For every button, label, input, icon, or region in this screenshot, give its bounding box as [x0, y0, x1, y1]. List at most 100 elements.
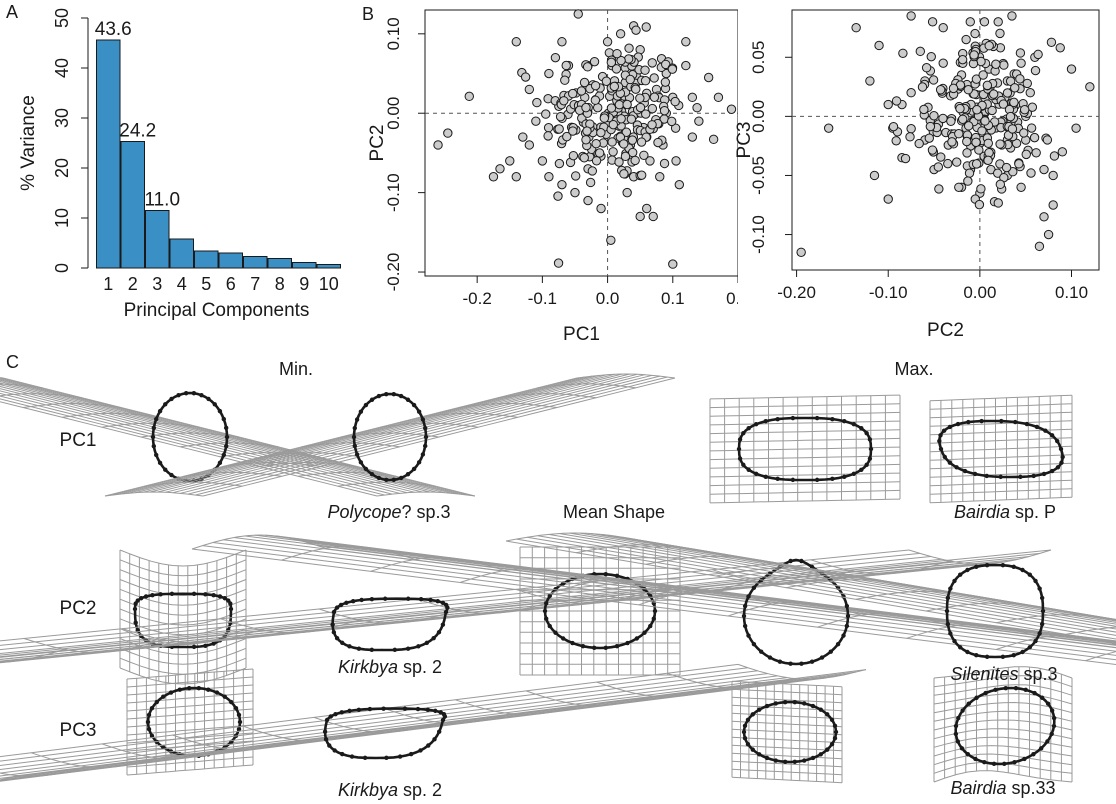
caption-pc3-min: Kirkbya sp. 2 — [338, 780, 442, 800]
scatter-point — [943, 158, 953, 169]
scatter-point — [687, 132, 698, 142]
scatter-point — [625, 74, 635, 85]
scatter-point — [891, 136, 901, 146]
x-tick-label: 10 — [319, 274, 339, 294]
scatter-point — [999, 60, 1009, 70]
x-axis-label: Principal Components — [124, 300, 310, 321]
scatter-point — [974, 145, 984, 155]
scatter-point — [938, 23, 948, 33]
scatter-point — [995, 179, 1006, 190]
scatter-point — [1016, 58, 1026, 68]
scatter-point — [692, 102, 702, 113]
scatter-point — [659, 105, 670, 116]
scatter-point — [560, 75, 570, 85]
scatter-point — [1021, 149, 1031, 160]
scatter-point — [531, 116, 541, 126]
scatter-point — [616, 114, 626, 124]
scatter-point — [608, 147, 618, 157]
scatter-point — [647, 120, 657, 130]
deformation-grid — [505, 532, 1116, 644]
scatter-point — [674, 179, 685, 190]
scatter-point — [924, 133, 934, 143]
scatter-point — [946, 116, 956, 126]
scatter-point — [582, 62, 593, 72]
panel-label-a: A — [6, 2, 19, 22]
scatter-point — [955, 103, 965, 114]
scatter-point — [631, 25, 641, 35]
scatter-point — [596, 127, 606, 138]
scatter-point — [993, 198, 1003, 208]
specimen-outline — [937, 418, 1065, 480]
scatter-point — [619, 169, 629, 179]
scatter-point — [1019, 105, 1030, 115]
bar — [145, 210, 170, 269]
scatter-point — [645, 156, 655, 166]
scatter-point — [612, 48, 622, 59]
scatter-point — [583, 195, 593, 206]
scatter-point — [505, 156, 515, 166]
scatter-point — [622, 187, 632, 198]
scatter-point — [1015, 48, 1026, 58]
scatter-point — [639, 150, 649, 160]
scatter-point — [983, 155, 993, 166]
scatter-point — [984, 41, 994, 51]
scatter-point — [544, 68, 554, 79]
scatter-point — [1057, 147, 1068, 157]
scatter-point — [649, 92, 660, 102]
scatter-point — [971, 74, 982, 84]
bar-value-label: 24.2 — [119, 121, 156, 142]
bar — [243, 256, 268, 269]
scatter-point — [642, 203, 652, 214]
scatter-point — [568, 150, 579, 161]
scatter-point — [919, 104, 929, 115]
x-tick-label: -0.1 — [528, 289, 557, 308]
scatter-point — [921, 63, 932, 73]
scatter-point — [553, 258, 564, 268]
scatter-point — [648, 211, 658, 222]
scatter-point — [851, 23, 861, 33]
scatter-point — [900, 153, 911, 164]
scatter-point — [914, 138, 924, 149]
scatter-point — [570, 171, 581, 181]
scatter-point — [570, 187, 580, 198]
scatter-point — [974, 199, 985, 210]
scatter-point — [599, 113, 610, 123]
scatter-point — [694, 116, 704, 126]
deformation-grid — [119, 549, 247, 685]
bar — [292, 262, 317, 269]
scatter-point — [991, 59, 1001, 69]
scatter-point — [553, 191, 563, 201]
x-tick-label: 5 — [201, 274, 211, 294]
y-axis-label: % Variance — [18, 95, 39, 191]
scatter-point — [590, 80, 601, 91]
bar — [96, 39, 121, 269]
scatter-point — [524, 140, 535, 150]
scatter-point — [641, 22, 651, 32]
scatter-point — [963, 176, 973, 186]
x-tick-label: 7 — [250, 274, 260, 294]
scatter-point — [1048, 200, 1058, 210]
scatter-point — [954, 182, 964, 192]
scatter-point — [958, 114, 968, 124]
scatter-point — [641, 109, 651, 119]
scatter-point — [582, 126, 592, 136]
scatter-point — [1039, 212, 1049, 222]
scatter-point — [957, 54, 968, 65]
scatter-point — [655, 172, 665, 182]
scatter-point — [1007, 11, 1017, 21]
scatter-point — [668, 259, 678, 269]
caption-pc2-min: Kirkbya sp. 2 — [338, 657, 442, 677]
min-heading: Min. — [279, 359, 313, 379]
scatter-point — [1027, 102, 1038, 112]
scatter-point — [963, 121, 974, 131]
scatter-point — [823, 123, 834, 133]
scatter-point — [667, 116, 677, 127]
scatter-point — [557, 179, 567, 190]
scatter-point — [589, 56, 600, 67]
scatter-point — [631, 84, 641, 94]
scatter-point — [488, 172, 499, 182]
scatter-point — [1049, 151, 1060, 161]
scatter-point — [995, 139, 1005, 149]
scatter-point — [559, 96, 569, 106]
